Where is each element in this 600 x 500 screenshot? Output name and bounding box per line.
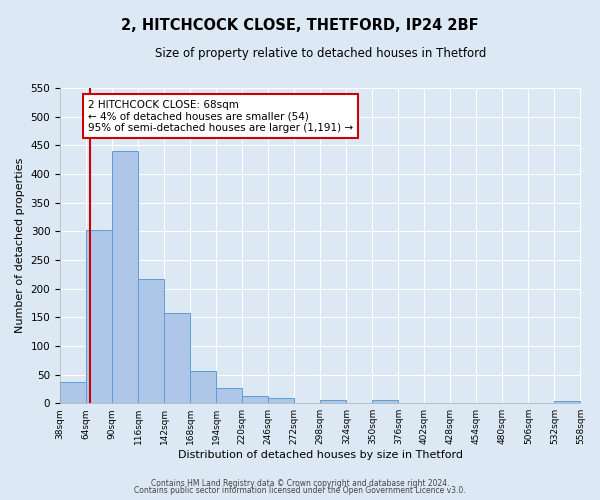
Bar <box>112 150 138 403</box>
Title: Size of property relative to detached houses in Thetford: Size of property relative to detached ho… <box>155 48 486 60</box>
Bar <box>242 396 268 403</box>
Bar <box>86 230 112 403</box>
Y-axis label: Number of detached properties: Number of detached properties <box>15 158 25 334</box>
Bar <box>138 280 164 403</box>
Bar <box>554 402 580 403</box>
Bar <box>60 382 86 403</box>
Text: Contains HM Land Registry data © Crown copyright and database right 2024.: Contains HM Land Registry data © Crown c… <box>151 478 449 488</box>
Bar <box>320 400 346 403</box>
Text: Contains public sector information licensed under the Open Government Licence v3: Contains public sector information licen… <box>134 486 466 495</box>
X-axis label: Distribution of detached houses by size in Thetford: Distribution of detached houses by size … <box>178 450 463 460</box>
Text: 2 HITCHCOCK CLOSE: 68sqm
← 4% of detached houses are smaller (54)
95% of semi-de: 2 HITCHCOCK CLOSE: 68sqm ← 4% of detache… <box>88 100 353 132</box>
Text: 2, HITCHCOCK CLOSE, THETFORD, IP24 2BF: 2, HITCHCOCK CLOSE, THETFORD, IP24 2BF <box>121 18 479 32</box>
Bar <box>190 370 216 403</box>
Bar <box>216 388 242 403</box>
Bar <box>268 398 294 403</box>
Bar <box>164 312 190 403</box>
Bar <box>373 400 398 403</box>
